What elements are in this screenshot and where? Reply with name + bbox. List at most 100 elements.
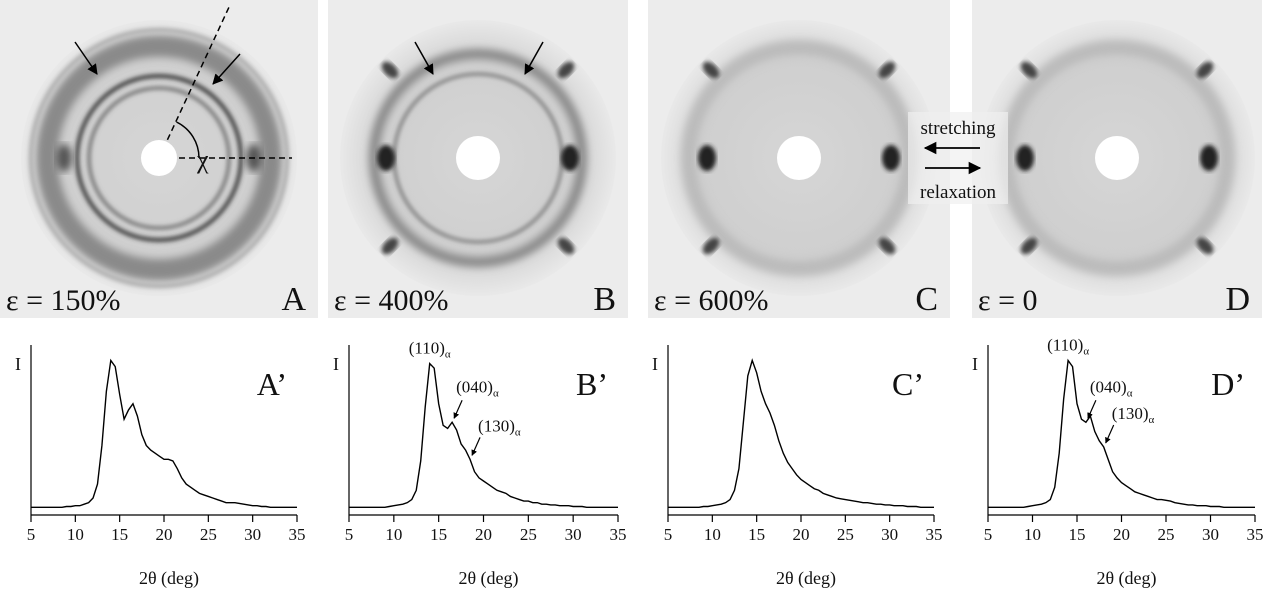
intensity-curve bbox=[31, 358, 297, 508]
spot bbox=[381, 61, 399, 79]
panel-title: D’ bbox=[1211, 366, 1245, 402]
diffraction-image: ε = 600% C bbox=[648, 0, 950, 318]
panel-title: C’ bbox=[892, 366, 924, 402]
stretching-label: stretching bbox=[921, 118, 996, 139]
peak-label: (040)α bbox=[456, 377, 499, 399]
spot bbox=[377, 145, 395, 171]
x-tick-label: 10 bbox=[704, 525, 721, 544]
beam-stop bbox=[1095, 136, 1139, 180]
spot bbox=[702, 237, 720, 255]
x-tick-label: 15 bbox=[1069, 525, 1086, 544]
x-tick-label: 20 bbox=[793, 525, 810, 544]
strain-label: ε = 400% bbox=[334, 284, 449, 317]
arrow bbox=[74, 41, 98, 75]
spot bbox=[1020, 61, 1038, 79]
spot bbox=[557, 61, 575, 79]
x-tick-label: 30 bbox=[565, 525, 582, 544]
label-backdrop bbox=[908, 112, 1008, 204]
peak-label: (040)α bbox=[1090, 377, 1133, 399]
spot bbox=[381, 237, 399, 255]
x-tick-label: 30 bbox=[881, 525, 898, 544]
peak-index: (130) bbox=[478, 416, 515, 435]
spot bbox=[878, 237, 896, 255]
peak-phase: α bbox=[493, 387, 499, 399]
peak-label: (110)α bbox=[1047, 335, 1089, 357]
arrow bbox=[414, 41, 434, 75]
peak-index: (110) bbox=[1047, 335, 1083, 354]
x-axis-label: 2θ (deg) bbox=[139, 568, 199, 589]
annotation-arrow bbox=[1105, 424, 1115, 444]
angle-arc bbox=[176, 121, 200, 159]
x-tick-label: 35 bbox=[610, 525, 627, 544]
peak-index: (130) bbox=[1112, 404, 1149, 423]
peak-phase: α bbox=[1149, 414, 1155, 426]
panel-letter: C bbox=[915, 281, 938, 318]
x-tick-label: 25 bbox=[200, 525, 217, 544]
x-tick-label: 5 bbox=[345, 525, 354, 544]
x-axis-label: 2θ (deg) bbox=[776, 568, 836, 589]
ring bbox=[29, 28, 289, 288]
spot bbox=[561, 145, 579, 171]
strain-label: ε = 0 bbox=[978, 284, 1038, 317]
x-tick-label: 15 bbox=[430, 525, 447, 544]
diffraction-image: χ ε = 150% A bbox=[0, 0, 318, 318]
beam-stop bbox=[777, 136, 821, 180]
peak-label: (110)α bbox=[409, 339, 451, 361]
peak-label: (130)α bbox=[1112, 404, 1155, 426]
peak-phase: α bbox=[1083, 345, 1089, 357]
x-tick-label: 5 bbox=[27, 525, 36, 544]
x-tick-label: 15 bbox=[748, 525, 765, 544]
x-tick-label: 35 bbox=[289, 525, 306, 544]
diffraction-image: ε = 0 D bbox=[972, 0, 1262, 318]
x-axis-label: 2θ (deg) bbox=[458, 568, 518, 589]
x-tick-label: 20 bbox=[475, 525, 492, 544]
x-tick-label: 5 bbox=[664, 525, 673, 544]
peak-index: (040) bbox=[1090, 377, 1127, 396]
annotation-arrow bbox=[1087, 400, 1097, 419]
x-tick-label: 35 bbox=[926, 525, 943, 544]
diffraction-image: ε = 400% B bbox=[328, 0, 628, 318]
spot bbox=[557, 237, 575, 255]
x-tick-label: 10 bbox=[385, 525, 402, 544]
x-tick-label: 20 bbox=[1113, 525, 1130, 544]
peak-label: (130)α bbox=[478, 416, 521, 438]
spot bbox=[1196, 61, 1214, 79]
arrow bbox=[524, 41, 544, 75]
annotation-arrow bbox=[453, 400, 463, 419]
line-chart: 5 10 15 20 25 30 35 2θ (deg) I A’ bbox=[15, 345, 306, 589]
beam-stop bbox=[456, 136, 500, 180]
panel-title: B’ bbox=[576, 366, 608, 402]
x-tick-label: 20 bbox=[156, 525, 173, 544]
spot bbox=[698, 145, 716, 171]
y-axis-label: I bbox=[652, 354, 658, 374]
y-axis-label: I bbox=[333, 354, 339, 374]
peak-phase: α bbox=[1127, 387, 1133, 399]
x-tick-label: 25 bbox=[1158, 525, 1175, 544]
x-tick-label: 35 bbox=[1247, 525, 1264, 544]
peak-phase: α bbox=[445, 349, 451, 361]
x-axis-label: 2θ (deg) bbox=[1096, 568, 1156, 589]
spot bbox=[882, 145, 900, 171]
intensity-curve bbox=[668, 358, 934, 508]
strain-label: ε = 150% bbox=[6, 284, 121, 317]
beam-stop bbox=[141, 140, 177, 176]
spot bbox=[878, 61, 896, 79]
peak-phase: α bbox=[515, 426, 521, 438]
intensity-curve bbox=[349, 361, 618, 508]
spot bbox=[56, 144, 72, 172]
x-tick-label: 5 bbox=[984, 525, 993, 544]
x-tick-label: 10 bbox=[1024, 525, 1041, 544]
x-tick-label: 15 bbox=[111, 525, 128, 544]
peak-index: (110) bbox=[409, 339, 445, 358]
y-axis-label: I bbox=[972, 354, 978, 374]
spot bbox=[1016, 145, 1034, 171]
spot bbox=[1196, 237, 1214, 255]
line-chart: 5 10 15 20 25 30 35 2θ (deg) I C’ bbox=[652, 345, 943, 589]
relaxation-label: relaxation bbox=[920, 182, 996, 203]
panel-title: A’ bbox=[257, 366, 287, 402]
guide-line bbox=[158, 4, 231, 159]
intensity-curve bbox=[988, 358, 1255, 508]
